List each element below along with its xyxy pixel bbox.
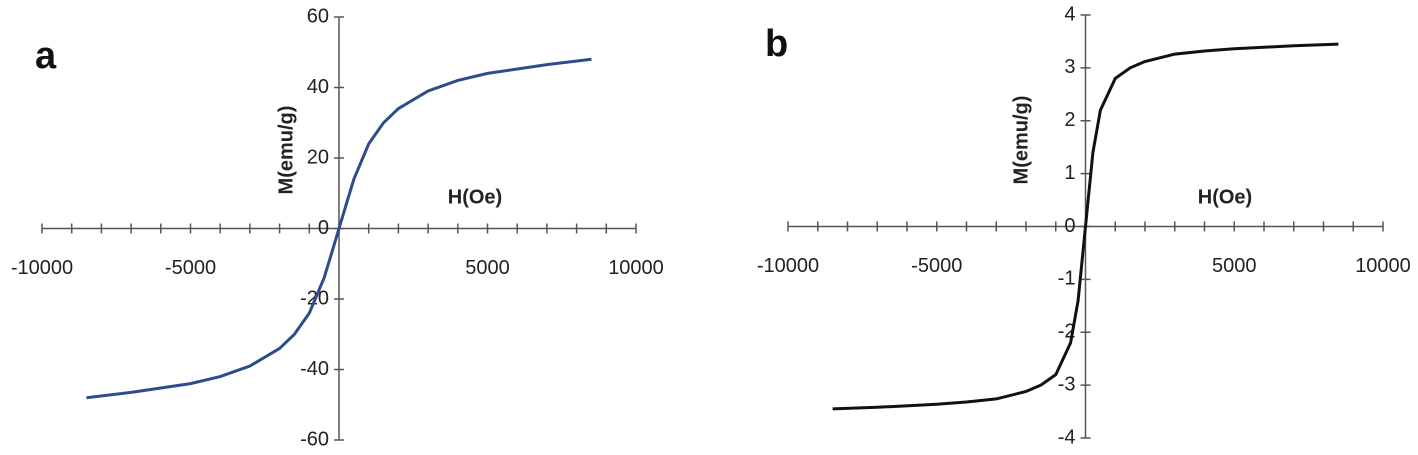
y-axis-label: M(emu/g) <box>275 106 297 195</box>
curve <box>86 57 592 400</box>
x-tick-label: 5000 <box>1212 255 1257 277</box>
x-tick-label: 5000 <box>465 257 510 279</box>
y-axis-label: M(emu/g) <box>1010 96 1032 185</box>
panel-label: a <box>35 35 57 77</box>
y-tick-label: 0 <box>1064 215 1075 237</box>
curve <box>832 42 1339 411</box>
panel-label: b <box>765 23 788 65</box>
y-tick-label: 1 <box>1064 162 1075 184</box>
x-axis-label: H(Oe) <box>1198 186 1252 208</box>
y-tick-label: 4 <box>1064 3 1075 25</box>
y-tick-label: 3 <box>1064 56 1075 78</box>
y-tick-label: -4 <box>1058 426 1076 448</box>
x-tick-label: 10000 <box>608 257 664 279</box>
y-tick-label: -3 <box>1058 373 1076 395</box>
x-tick-label: 10000 <box>1355 255 1411 277</box>
x-tick-label: -5000 <box>165 257 216 279</box>
x-tick-label: -10000 <box>11 257 73 279</box>
y-tick-label: 40 <box>307 76 329 98</box>
x-axis-label: H(Oe) <box>448 186 502 208</box>
y-tick-label: -60 <box>300 428 329 450</box>
x-tick-label: -10000 <box>757 255 819 277</box>
x-tick-label: -5000 <box>911 255 962 277</box>
y-tick-label: 2 <box>1064 109 1075 131</box>
y-tick-label: 0 <box>318 217 329 239</box>
y-tick-label: -1 <box>1058 268 1076 290</box>
y-tick-label: 60 <box>307 5 329 27</box>
y-tick-label: 20 <box>307 146 329 168</box>
y-tick-label: -40 <box>300 358 329 380</box>
